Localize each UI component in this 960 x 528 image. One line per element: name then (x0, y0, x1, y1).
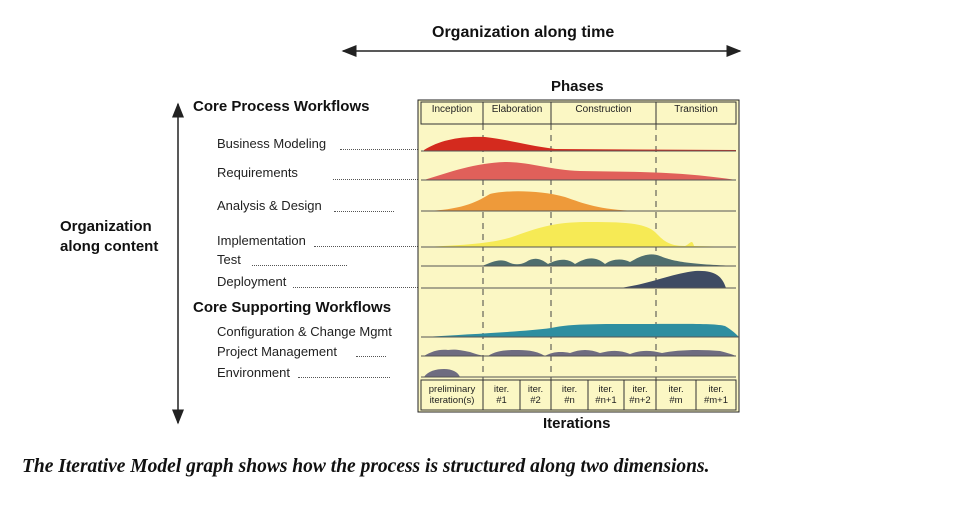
hump-analysis-design (424, 191, 736, 211)
iteration-line2: #m+1 (703, 395, 729, 406)
leader-implementation (314, 246, 420, 247)
iteration-line2: iteration(s) (429, 395, 475, 406)
core-supporting-heading: Core Supporting Workflows (193, 299, 392, 316)
iteration-line1: iter. (527, 384, 544, 395)
iteration-cell-m-plus-1: iter. #m+1 (696, 384, 736, 406)
leader-analysis-design (334, 211, 394, 212)
core-process-heading: Core Process Workflows (193, 98, 370, 115)
iteration-line2: #n (564, 395, 575, 406)
iteration-cell-preliminary: preliminary iteration(s) (421, 384, 483, 406)
content-axis-label-line2: along content (60, 238, 159, 255)
iteration-line1: iter. (668, 384, 684, 395)
workflow-label-config-change: Configuration & Change Mgmt (217, 324, 392, 339)
phase-label-elaboration: Elaboration (491, 104, 543, 115)
hump-config-change (424, 323, 739, 337)
iteration-line2: #n+2 (629, 395, 651, 406)
iteration-cell-n-plus-2: iter. #n+2 (624, 384, 656, 406)
hump-deployment (620, 270, 726, 288)
iteration-line1: iter. (493, 384, 510, 395)
iteration-line2: #1 (496, 395, 507, 406)
hump-project-management (424, 349, 736, 356)
workflow-label-test: Test (217, 252, 241, 267)
hump-environment (424, 369, 460, 377)
iteration-cell-n: iter. #n (551, 384, 588, 406)
phase-cell-transition (655, 101, 737, 125)
workflow-label-implementation: Implementation (217, 233, 306, 248)
workflow-label-business-modeling: Business Modeling (217, 136, 327, 151)
time-axis-label: Organization along time (432, 24, 615, 41)
iterations-label: Iterations (543, 415, 611, 432)
iteration-row (420, 379, 737, 411)
iteration-cell-1: iter. #1 (483, 384, 520, 406)
iteration-line1: iter. (598, 384, 614, 395)
leader-project-management (356, 356, 386, 357)
content-axis-label: Organization along content (60, 217, 158, 257)
leader-requirements (333, 179, 420, 180)
diagram-panel (417, 99, 740, 413)
workflow-label-deployment: Deployment (217, 274, 287, 289)
iteration-line2: #2 (530, 395, 541, 406)
iteration-line2: #n+1 (595, 395, 617, 406)
iteration-cell-m: iter. #m (656, 384, 696, 406)
phases-label: Phases (551, 78, 604, 95)
hump-business-modeling (424, 136, 736, 151)
phase-label-construction: Construction (575, 104, 632, 115)
leader-environment (298, 377, 390, 378)
iteration-cell-2: iter. #2 (520, 384, 551, 406)
workflow-label-environment: Environment (217, 365, 290, 380)
workflow-label-analysis-design: Analysis & Design (217, 198, 322, 213)
iteration-line1: iter. (561, 384, 578, 395)
workflow-label-requirements: Requirements (217, 165, 298, 180)
iteration-line1: iter. (632, 384, 648, 395)
iteration-line2: #m (669, 395, 683, 406)
phase-label-inception: Inception (431, 104, 473, 115)
iteration-line1: preliminary (428, 384, 476, 395)
leader-test (252, 265, 347, 266)
phase-label-transition: Transition (674, 104, 718, 115)
leader-business-modeling (340, 149, 420, 150)
content-axis-label-line1: Organization (60, 218, 152, 235)
leader-deployment (293, 287, 420, 288)
iteration-line1: iter. (708, 384, 724, 395)
iteration-cell-n-plus-1: iter. #n+1 (588, 384, 624, 406)
caption: The Iterative Model graph shows how the … (22, 456, 710, 477)
hump-implementation (424, 222, 736, 247)
hump-requirements (424, 162, 736, 180)
hump-test (424, 254, 736, 266)
workflow-label-project-management: Project Management (217, 344, 337, 359)
